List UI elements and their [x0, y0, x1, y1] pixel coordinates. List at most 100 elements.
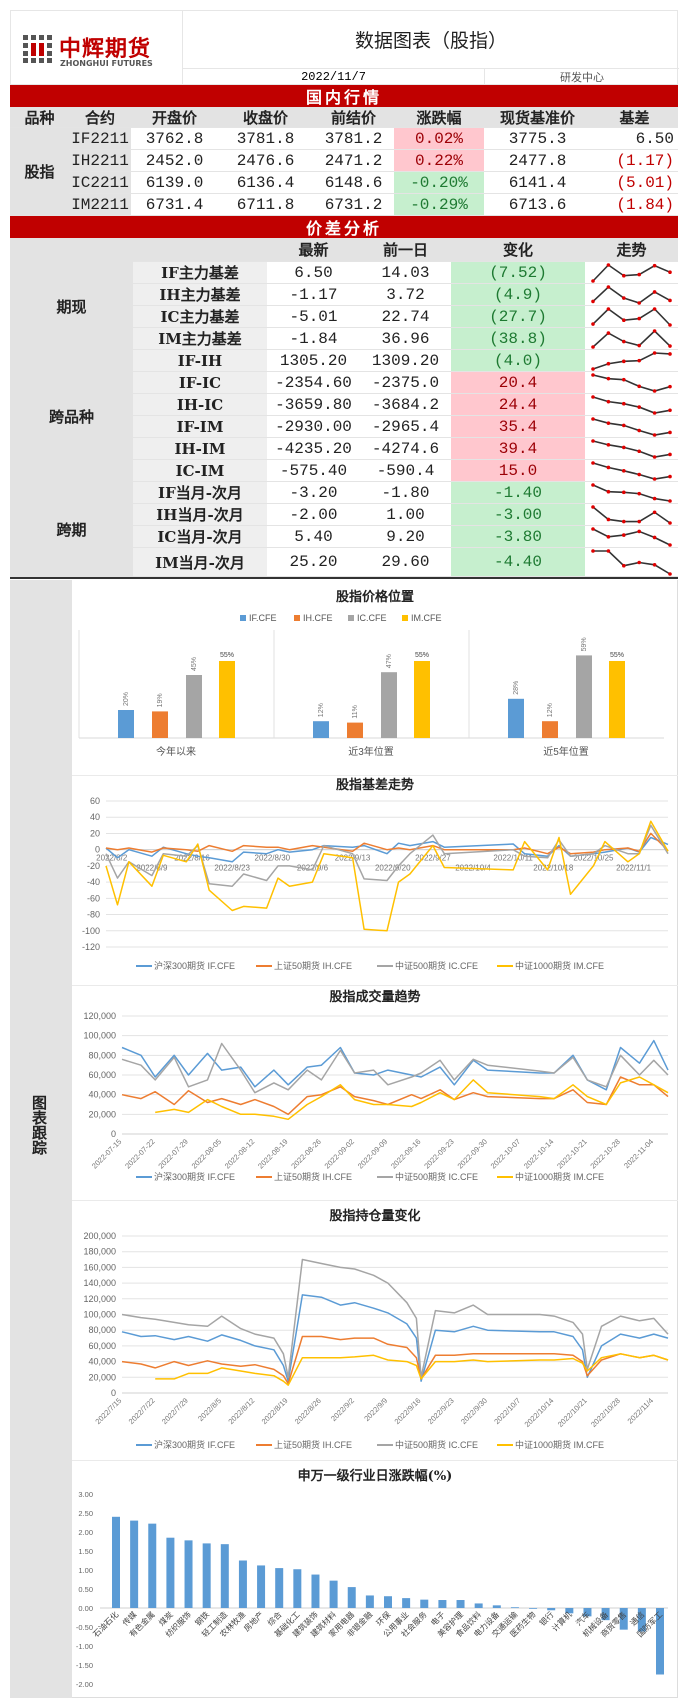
x-tick-label: 2022/8/23	[214, 864, 250, 873]
trend-sparkline	[585, 284, 678, 306]
prev-cell: 3.72	[360, 284, 451, 306]
chart-title: 股指持仓量变化	[329, 1208, 420, 1224]
bar	[420, 1599, 429, 1608]
bar	[347, 722, 363, 738]
x-tick-label: 2022/10/21	[556, 1396, 589, 1429]
sparkline-marker	[668, 520, 672, 525]
y-tick-label: 3.00	[78, 1490, 93, 1499]
y-tick-label: 80,000	[88, 1050, 116, 1060]
trend-sparkline	[585, 438, 678, 460]
bar	[508, 698, 524, 738]
charts-section-label: 图表跟踪	[30, 1095, 48, 1155]
category-label: 房地产	[241, 1609, 265, 1633]
bar-value-label: 59%	[581, 637, 588, 651]
bar	[619, 1608, 628, 1630]
bar	[474, 1603, 483, 1608]
x-tick-label: 2022/9/20	[375, 864, 411, 873]
sparkline-marker	[622, 468, 626, 473]
sparkline-marker	[668, 430, 672, 434]
sparkline-marker	[591, 548, 595, 553]
prev-cell: 36.96	[360, 328, 451, 350]
page-title: 数据图表（股指）	[354, 30, 507, 52]
sparkline-marker	[652, 454, 657, 459]
column-header: 合约	[69, 107, 131, 128]
bar	[118, 710, 134, 738]
x-tick-label: 2022/8/2	[96, 854, 128, 863]
y-tick-label: 20	[90, 828, 100, 838]
spread-name-cell: IH主力基差	[133, 284, 267, 306]
x-tick-label: 2022/11/4	[626, 1396, 656, 1426]
y-tick-label: 100,000	[83, 1031, 116, 1041]
trend-sparkline	[585, 350, 678, 372]
sparkline-marker	[668, 269, 672, 274]
open-cell: 3762.8	[131, 128, 218, 150]
change-pct-cell: 0.02%	[394, 128, 484, 150]
bar	[313, 721, 329, 738]
group-label: 跨期	[10, 482, 133, 577]
legend-swatch	[240, 615, 246, 621]
open-interest-chart: 股指持仓量变化 200,000 180,000 160,000 140,000 120,0…	[72, 1200, 678, 1450]
sparkline-marker	[606, 442, 611, 447]
sparkline-line	[592, 285, 671, 304]
sparkline-marker	[622, 317, 626, 322]
spread-name-cell: IF主力基差	[133, 262, 267, 284]
spot-cell: 3775.3	[484, 128, 591, 150]
close-cell: 3781.8	[218, 128, 313, 150]
column-header: 现货基准价	[484, 107, 591, 128]
category-label: 近5年位置	[543, 745, 589, 758]
spread-name-cell: IC-IM	[133, 460, 267, 482]
y-tick-label: 1.50	[78, 1547, 93, 1556]
sparkline-marker	[637, 560, 641, 564]
column-header: 涨跌幅	[394, 107, 484, 128]
bar	[510, 1607, 519, 1609]
trend-sparkline	[585, 262, 678, 284]
bar	[184, 1540, 193, 1608]
chart-title: 股指基差走势	[336, 777, 414, 793]
x-tick-label: 2022/10/28	[589, 1396, 622, 1429]
change-cell: (38.8)	[451, 328, 585, 350]
x-tick-label: 2022-10-21	[555, 1137, 588, 1170]
x-tick-label: 2022-07-29	[156, 1137, 189, 1170]
x-tick-label: 2022-07-22	[123, 1137, 156, 1170]
bar-value-label: 11%	[352, 705, 359, 719]
sparkline-marker	[652, 289, 657, 294]
column-header: 收盘价	[218, 107, 313, 128]
latest-cell: -1.17	[267, 284, 360, 306]
x-tick-label: 2022/9/27	[415, 854, 451, 863]
x-tick-label: 2022/9/30	[459, 1396, 489, 1426]
change-cell: (27.7)	[451, 306, 585, 328]
legend-label: IC.CFE	[357, 613, 387, 623]
bar-value-label: 12%	[318, 703, 325, 717]
column-header: 基差	[591, 107, 678, 128]
sparkline-marker	[637, 519, 641, 523]
open-cell: 6139.0	[131, 172, 218, 194]
sparkline-svg	[591, 350, 672, 371]
bar	[219, 661, 235, 738]
sparkline-marker	[591, 504, 595, 509]
y-tick-label: 0.50	[78, 1585, 93, 1594]
sparkline-marker	[622, 519, 626, 523]
latest-cell: -1.84	[267, 328, 360, 350]
column-header: 变化	[451, 238, 585, 262]
sparkline-marker	[622, 445, 626, 449]
sparkline-marker	[652, 562, 657, 567]
change-cell: 35.4	[451, 416, 585, 438]
sparkline-line	[592, 527, 671, 546]
trend-sparkline	[585, 328, 678, 350]
latest-cell: -3659.80	[267, 394, 360, 416]
contract-cell: IF2211	[69, 128, 131, 150]
y-tick-label: 2.00	[78, 1528, 93, 1537]
sparkline-marker	[668, 351, 672, 356]
sparkline-marker	[591, 299, 595, 303]
bar	[347, 1587, 356, 1608]
sparkline-marker	[622, 273, 626, 278]
sparkline-marker	[622, 401, 626, 406]
x-tick-label: 2022-08-19	[256, 1137, 289, 1170]
basis-cell: (1.84)	[591, 194, 678, 216]
series-line	[121, 1258, 669, 1379]
change-cell: -3.80	[451, 526, 585, 548]
y-tick-label: 0.00	[78, 1604, 93, 1613]
sparkline-marker	[591, 482, 595, 487]
sparkline-marker	[652, 350, 657, 355]
change-pct-cell: -0.20%	[394, 172, 484, 194]
